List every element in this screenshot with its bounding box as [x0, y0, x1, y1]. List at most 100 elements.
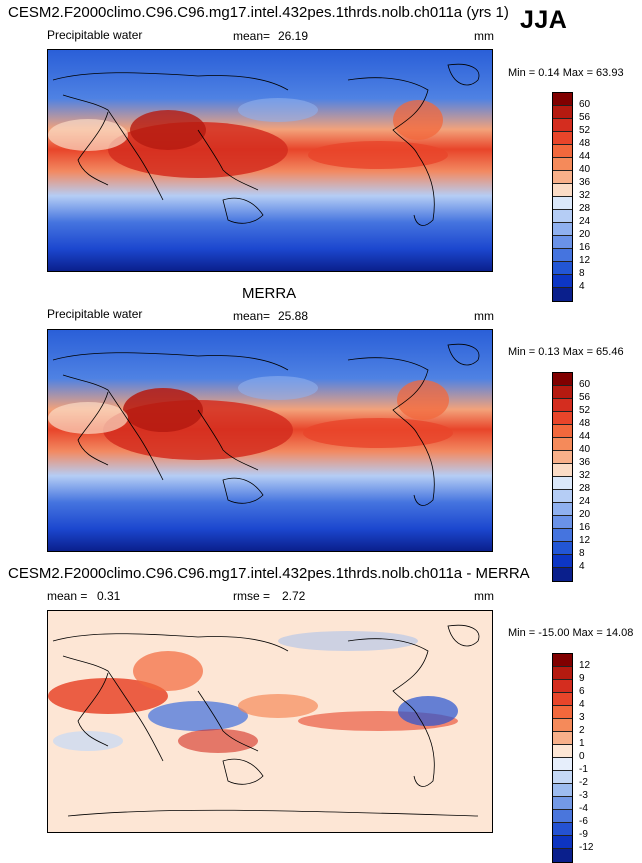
colorbar-swatch [553, 438, 572, 451]
colorbar-tick-label: 12 [579, 660, 591, 671]
colorbar-tick-label: 44 [579, 151, 591, 162]
colorbar-tick-label: 32 [579, 470, 591, 481]
colorbar-swatch [553, 706, 572, 719]
colorbar-tick-label: -3 [579, 790, 588, 801]
panel1-variable: Precipitable water [47, 28, 143, 42]
colorbar-swatch [553, 451, 572, 464]
panel1-mean-value: 26.19 [278, 29, 309, 43]
colorbar-tick-label: 9 [579, 673, 585, 684]
colorbar-swatch [553, 516, 572, 529]
colorbar-swatch [553, 106, 572, 119]
colorbar-tick-label: 60 [579, 99, 591, 110]
panel3-mean-value: 0.31 [97, 589, 121, 603]
panel1-mean-label: mean= [233, 29, 271, 43]
colorbar-tick-label: 16 [579, 242, 591, 253]
colorbar-swatch [553, 373, 572, 386]
colorbar-tick-label: 28 [579, 203, 591, 214]
colorbar-tick-label: 56 [579, 392, 591, 403]
panel3-map-field [48, 611, 492, 832]
colorbar-tick-label: 56 [579, 112, 591, 123]
colorbar-tick-label: 4 [579, 561, 585, 572]
colorbar-swatch [553, 693, 572, 706]
colorbar-tick-label: 4 [579, 699, 585, 710]
colorbar-swatch [553, 771, 572, 784]
colorbar-swatch [553, 412, 572, 425]
colorbar-swatch [553, 275, 572, 288]
colorbar-tick-label: 20 [579, 229, 591, 240]
colorbar-swatch [553, 568, 572, 581]
colorbar-tick-label: 48 [579, 138, 591, 149]
panel3-minmax: Min = -15.00 Max = 14.08 [508, 627, 634, 639]
colorbar-swatch [553, 184, 572, 197]
colorbar-swatch [553, 132, 572, 145]
colorbar-swatch [553, 529, 572, 542]
colorbar-tick-label: 1 [579, 738, 585, 749]
panel3-rmse-label: rmse = [233, 589, 271, 603]
colorbar-swatch [553, 836, 572, 849]
panel3-title: CESM2.F2000climo.C96.C96.mg17.intel.432p… [8, 565, 530, 582]
colorbar-swatch [553, 784, 572, 797]
panel3-coastlines [52, 624, 480, 817]
colorbar-swatch [553, 555, 572, 568]
colorbar-tick-label: 36 [579, 457, 591, 468]
colorbar-tick-label: 28 [579, 483, 591, 494]
colorbar-tick-label: 24 [579, 216, 591, 227]
colorbar-swatch [553, 477, 572, 490]
panel3-units: mm [474, 589, 494, 603]
panel2-title: MERRA [242, 285, 297, 302]
panel3-mean-label: mean = [47, 589, 88, 603]
panel1-units: mm [474, 29, 494, 43]
panel3-map [47, 610, 493, 833]
panel2-units: mm [474, 309, 494, 323]
colorbar-tick-label: -12 [579, 842, 594, 853]
colorbar-swatch [553, 249, 572, 262]
colorbar-swatch [553, 745, 572, 758]
colorbar-tick-label: -6 [579, 816, 588, 827]
colorbar-swatch [553, 823, 572, 836]
colorbar-tick-label: 20 [579, 509, 591, 520]
colorbar-swatch [553, 849, 572, 862]
colorbar-tick-label: -2 [579, 777, 588, 788]
colorbar-tick-label: 3 [579, 712, 585, 723]
colorbar-tick-label: -1 [579, 764, 588, 775]
colorbar-tick-label: 12 [579, 535, 591, 546]
colorbar-swatch [553, 93, 572, 106]
figure-title: CESM2.F2000climo.C96.C96.mg17.intel.432p… [8, 4, 509, 21]
panel1-colorbar [552, 92, 573, 302]
colorbar-tick-label: 2 [579, 725, 585, 736]
colorbar-tick-label: 24 [579, 496, 591, 507]
colorbar-tick-label: 52 [579, 405, 591, 416]
colorbar-swatch [553, 810, 572, 823]
colorbar-swatch [553, 223, 572, 236]
colorbar-swatch [553, 542, 572, 555]
colorbar-swatch [553, 197, 572, 210]
colorbar-tick-label: 8 [579, 268, 585, 279]
colorbar-tick-label: 48 [579, 418, 591, 429]
panel2-map [47, 329, 493, 552]
colorbar-swatch [553, 797, 572, 810]
panel2-minmax: Min = 0.13 Max = 65.46 [508, 346, 624, 358]
colorbar-tick-label: 4 [579, 281, 585, 292]
colorbar-tick-label: 0 [579, 751, 585, 762]
colorbar-swatch [553, 210, 572, 223]
colorbar-swatch [553, 119, 572, 132]
colorbar-swatch [553, 680, 572, 693]
panel1-map [47, 49, 493, 272]
colorbar-swatch [553, 667, 572, 680]
colorbar-tick-label: 12 [579, 255, 591, 266]
panel2-variable: Precipitable water [47, 307, 143, 321]
colorbar-tick-label: 52 [579, 125, 591, 136]
colorbar-tick-label: 8 [579, 548, 585, 559]
colorbar-swatch [553, 171, 572, 184]
colorbar-swatch [553, 503, 572, 516]
colorbar-swatch [553, 399, 572, 412]
colorbar-tick-label: 40 [579, 164, 591, 175]
panel2-coastlines [52, 343, 480, 506]
panel2-colorbar [552, 372, 573, 582]
colorbar-swatch [553, 288, 572, 301]
colorbar-tick-label: 36 [579, 177, 591, 188]
colorbar-tick-label: 60 [579, 379, 591, 390]
colorbar-swatch [553, 732, 572, 745]
colorbar-swatch [553, 464, 572, 477]
colorbar-swatch [553, 490, 572, 503]
